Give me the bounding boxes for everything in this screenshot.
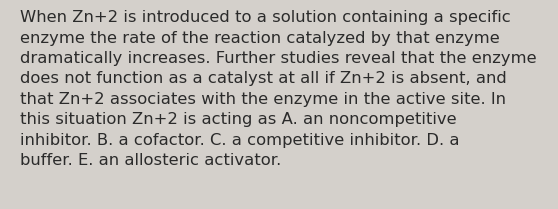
Text: When Zn+2 is introduced to a solution containing a specific
enzyme the rate of t: When Zn+2 is introduced to a solution co… [21,10,537,168]
